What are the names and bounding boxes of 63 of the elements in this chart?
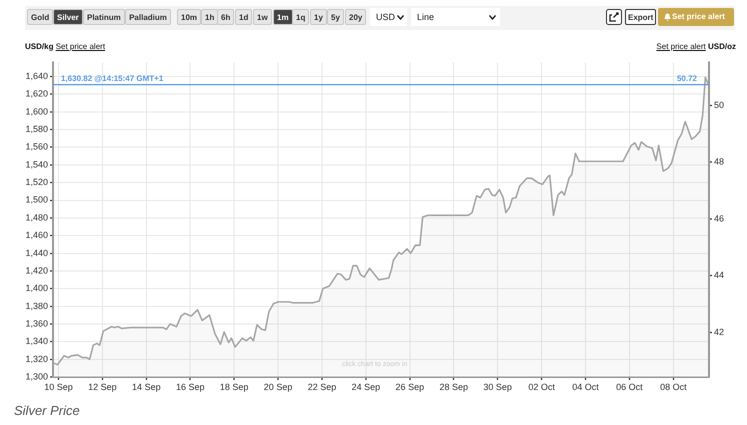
y-tick-label: 1,340 bbox=[25, 336, 48, 346]
text: 1h bbox=[201, 9, 218, 25]
text: 1d bbox=[235, 9, 252, 25]
text: Export bbox=[625, 9, 656, 25]
x-tick-label: 24 Sep bbox=[352, 382, 380, 392]
x-tick-label: 08 Oct bbox=[660, 382, 688, 392]
y-tick-label: 1,580 bbox=[25, 124, 48, 134]
text: Gold bbox=[27, 9, 54, 25]
x-tick-label: 06 Oct bbox=[616, 382, 644, 392]
x-tick-label: 22 Sep bbox=[308, 382, 336, 392]
text: Silver Price bbox=[14, 403, 80, 418]
y-tick-label: 1,460 bbox=[25, 230, 48, 240]
x-tick-label: 30 Sep bbox=[483, 382, 512, 392]
text: Palladium bbox=[125, 9, 171, 25]
x-tick-label: 14 Sep bbox=[132, 382, 161, 392]
y-tick-label: 1,320 bbox=[25, 354, 48, 364]
annotation: 50.72 bbox=[676, 74, 698, 83]
y2-tick-label: 42 bbox=[714, 326, 724, 337]
x-tick-label: 20 Sep bbox=[264, 382, 292, 392]
y-tick-label: 1,500 bbox=[25, 194, 48, 205]
y-tick-label: 1,540 bbox=[25, 159, 48, 170]
y-tick-label: 1,360 bbox=[25, 318, 48, 328]
text: Set price alert bbox=[56, 42, 106, 51]
text: 1y bbox=[310, 9, 327, 25]
x-tick-label: 18 Sep bbox=[220, 382, 248, 392]
x-tick-label: 26 Sep bbox=[396, 382, 424, 392]
x-tick-label: 10 Sep bbox=[44, 382, 73, 392]
text: Silver bbox=[53, 9, 83, 25]
y-tick-label: 1,400 bbox=[25, 283, 48, 294]
text: 20y bbox=[345, 9, 366, 25]
text: 1w bbox=[253, 9, 272, 25]
text: 1q bbox=[292, 9, 310, 25]
x-tick-label: 04 Oct bbox=[572, 382, 600, 392]
y-tick-label: 1,440 bbox=[25, 248, 48, 258]
text: Platinum bbox=[83, 9, 125, 25]
x-tick-label: 16 Sep bbox=[176, 382, 205, 392]
x-tick-label: 02 Oct bbox=[528, 382, 556, 392]
y2-tick-label: 46 bbox=[714, 213, 724, 224]
y-tick-label: 1,560 bbox=[25, 142, 48, 152]
y-tick-label: 1,480 bbox=[25, 212, 48, 222]
text: 6h bbox=[217, 9, 234, 25]
x-tick-label: 12 Sep bbox=[88, 382, 117, 392]
y-tick-label: 1,520 bbox=[25, 177, 48, 188]
ref-line-label: 1,630.82 @14:15:47 GMT+1 bbox=[61, 74, 164, 83]
y-axis-title: USD/kg bbox=[25, 42, 54, 51]
text: Set price alert bbox=[658, 8, 734, 26]
y-tick-label: 1,380 bbox=[25, 300, 48, 311]
text: Set price alert bbox=[656, 42, 706, 51]
y2-tick-label: 44 bbox=[714, 270, 724, 280]
y-tick-label: 1,300 bbox=[25, 371, 48, 382]
text: 1m bbox=[273, 9, 293, 25]
x-tick-label: 28 Sep bbox=[439, 382, 468, 392]
y-tick-label: 1,420 bbox=[25, 265, 48, 276]
text: 10m bbox=[177, 9, 202, 25]
text: 5y bbox=[327, 9, 344, 25]
y2-tick-label: 50 bbox=[714, 100, 724, 110]
y2-tick-label: 48 bbox=[714, 156, 724, 167]
y-tick-label: 1,600 bbox=[25, 106, 48, 116]
y2-axis-title: USD/oz bbox=[708, 42, 736, 51]
text: USD bbox=[370, 8, 407, 26]
y-tick-label: 1,640 bbox=[25, 71, 48, 82]
text: Line bbox=[411, 8, 500, 26]
y-tick-label: 1,620 bbox=[25, 88, 48, 99]
